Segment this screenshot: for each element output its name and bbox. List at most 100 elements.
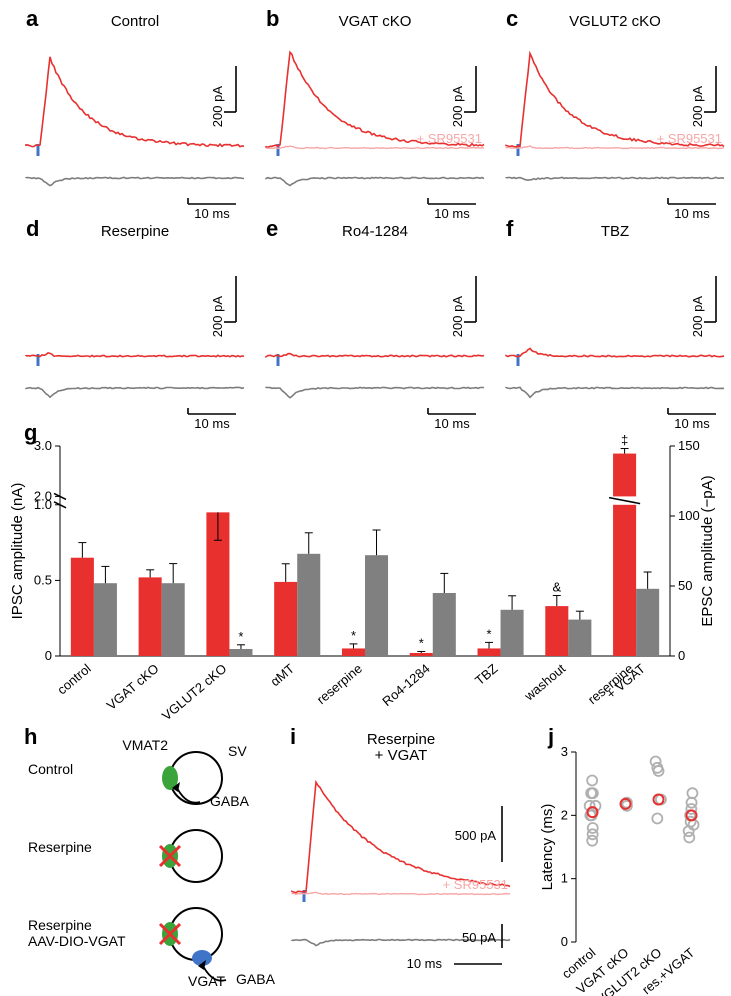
panel-title-c: VGLUT2 cKO <box>569 13 661 30</box>
svg-text:0.5: 0.5 <box>34 572 52 587</box>
panel-title-a: Control <box>111 13 159 30</box>
panel-title-e: Ro4-1284 <box>342 223 408 240</box>
ylabel-left: IPSC amplitude (nA) <box>9 483 26 620</box>
row-label: AAV-DIO-VGAT <box>28 933 126 949</box>
hscale-label: 10 ms <box>674 206 710 221</box>
panel-label-j: j <box>547 724 554 749</box>
svg-text:10 ms: 10 ms <box>407 956 443 971</box>
svg-text:150: 150 <box>678 438 700 453</box>
ipsc-bar <box>139 577 162 656</box>
cat-label: reserpine <box>314 661 365 707</box>
data-point <box>588 823 598 833</box>
sig-marker: * <box>351 628 356 643</box>
vgat-label: VGAT <box>188 973 226 989</box>
sr-trace <box>266 146 484 148</box>
svg-text:50 pA: 50 pA <box>462 930 496 945</box>
cat-label: Ro4-1284 <box>379 661 432 709</box>
drug-label: + SR95531 <box>443 877 508 892</box>
panel-label-a: a <box>26 6 39 31</box>
epsc-bar <box>229 649 252 656</box>
epsc-trace <box>506 387 724 397</box>
svg-text:3: 3 <box>561 744 568 759</box>
sig-marker: * <box>419 635 424 650</box>
ipsc-bar <box>545 606 568 656</box>
sig-marker: ‡ <box>621 433 628 448</box>
sr-trace <box>292 892 510 894</box>
hscale-label: 10 ms <box>194 416 230 431</box>
hscale-label: 10 ms <box>674 416 710 431</box>
vscale-label: 200 pA <box>210 86 225 128</box>
ipsc-bar <box>478 648 501 656</box>
ipsc-trace <box>266 354 484 357</box>
svg-text:0: 0 <box>45 648 52 663</box>
panel-title-i: + VGAT <box>375 747 428 764</box>
data-point <box>687 798 697 808</box>
vscale-label: 200 pA <box>450 296 465 338</box>
panel-label-b: b <box>266 6 279 31</box>
epsc-bar <box>501 610 524 656</box>
panel-label-e: e <box>266 216 278 241</box>
data-point <box>587 776 597 786</box>
svg-text:*: * <box>238 629 243 644</box>
drug-label: + SR95531 <box>417 131 482 146</box>
cat-label: washout <box>521 661 569 705</box>
svg-text:1: 1 <box>561 871 568 886</box>
epsc-trace <box>506 177 724 180</box>
ipsc-bar <box>274 582 297 656</box>
vscale-label: 200 pA <box>450 86 465 128</box>
hscale-label: 10 ms <box>434 206 470 221</box>
ipsc-trace <box>26 353 244 357</box>
panel-label-d: d <box>26 216 39 241</box>
panel-label-c: c <box>506 6 518 31</box>
panel-label-i: i <box>290 724 296 749</box>
hscale-label: 10 ms <box>434 416 470 431</box>
cat-label: control <box>54 661 94 698</box>
svg-text:0: 0 <box>678 648 685 663</box>
drug-label: + SR95531 <box>657 131 722 146</box>
sv-label: SV <box>228 743 247 759</box>
svg-text:3.0: 3.0 <box>34 438 52 453</box>
ipsc-bar <box>613 505 636 656</box>
row-label: Reserpine <box>28 839 92 855</box>
svg-text:0: 0 <box>561 934 568 949</box>
vscale-label: 200 pA <box>690 86 705 128</box>
panel-title-d: Reserpine <box>101 223 169 240</box>
panel-label-f: f <box>506 216 514 241</box>
epsc-trace <box>266 177 484 185</box>
cat-label: VGLUT2 cKO <box>159 661 230 724</box>
epsc-bar <box>94 583 117 656</box>
data-point <box>652 814 662 824</box>
ylabel-right: EPSC amplitude (−pA) <box>699 475 716 626</box>
cat-label: TBZ <box>472 661 500 688</box>
ylabel-j: Latency (ms) <box>539 804 556 891</box>
vscale-label-i: 500 pA <box>455 828 497 843</box>
sig-marker: & <box>552 580 561 595</box>
svg-text:50: 50 <box>678 578 692 593</box>
vscale-label: 200 pA <box>690 296 705 338</box>
row-label: Control <box>28 761 73 777</box>
epsc-bar <box>636 589 659 656</box>
svg-text:2.0: 2.0 <box>34 488 52 503</box>
epsc-bar <box>433 593 456 656</box>
panel-title-f: TBZ <box>601 223 629 240</box>
epsc-trace <box>26 177 244 185</box>
ipsc-trace <box>506 348 724 356</box>
hscale-label: 10 ms <box>194 206 230 221</box>
ipsc-bar <box>410 653 433 656</box>
cat-label: αMT <box>267 661 297 689</box>
data-point <box>687 788 697 798</box>
gaba-label: GABA <box>236 971 276 987</box>
epsc-bar <box>162 583 185 656</box>
panel-title-i: Reserpine <box>367 731 435 748</box>
sr-trace <box>506 146 724 149</box>
vscale-label: 200 pA <box>210 296 225 338</box>
svg-text:2: 2 <box>561 807 568 822</box>
gaba-label: GABA <box>210 793 250 809</box>
epsc-trace <box>26 387 244 397</box>
epsc-bar <box>297 554 320 656</box>
panel-title-b: VGAT cKO <box>339 13 412 30</box>
gaba-arrow <box>176 786 200 803</box>
panel-label-h: h <box>24 724 37 749</box>
row-label: Reserpine <box>28 917 92 933</box>
epsc-trace <box>266 387 484 397</box>
